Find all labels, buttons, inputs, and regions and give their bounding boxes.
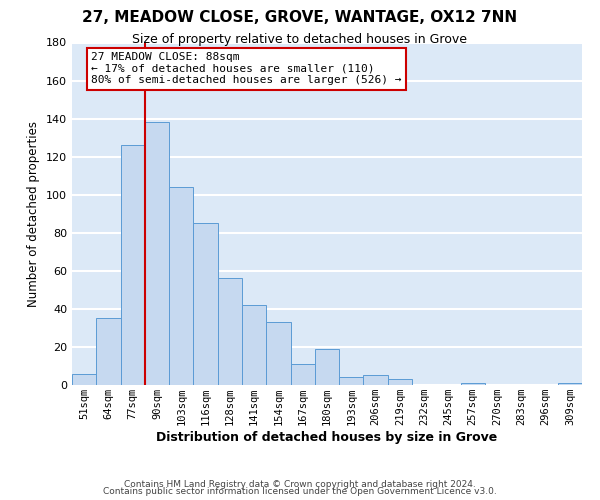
Bar: [242, 305, 266, 385]
Text: 27 MEADOW CLOSE: 88sqm
← 17% of detached houses are smaller (110)
80% of semi-de: 27 MEADOW CLOSE: 88sqm ← 17% of detached…: [91, 52, 402, 85]
Text: Contains public sector information licensed under the Open Government Licence v3: Contains public sector information licen…: [103, 488, 497, 496]
X-axis label: Distribution of detached houses by size in Grove: Distribution of detached houses by size …: [157, 431, 497, 444]
Bar: [315, 349, 339, 385]
Bar: [96, 318, 121, 385]
Bar: [388, 380, 412, 385]
Bar: [364, 376, 388, 385]
Bar: [145, 122, 169, 385]
Bar: [339, 378, 364, 385]
Bar: [218, 278, 242, 385]
Text: 27, MEADOW CLOSE, GROVE, WANTAGE, OX12 7NN: 27, MEADOW CLOSE, GROVE, WANTAGE, OX12 7…: [82, 10, 518, 25]
Bar: [461, 383, 485, 385]
Text: Contains HM Land Registry data © Crown copyright and database right 2024.: Contains HM Land Registry data © Crown c…: [124, 480, 476, 489]
Bar: [193, 224, 218, 385]
Bar: [121, 145, 145, 385]
Bar: [290, 364, 315, 385]
Text: Size of property relative to detached houses in Grove: Size of property relative to detached ho…: [133, 32, 467, 46]
Y-axis label: Number of detached properties: Number of detached properties: [28, 120, 40, 306]
Bar: [72, 374, 96, 385]
Bar: [169, 187, 193, 385]
Bar: [266, 322, 290, 385]
Bar: [558, 383, 582, 385]
